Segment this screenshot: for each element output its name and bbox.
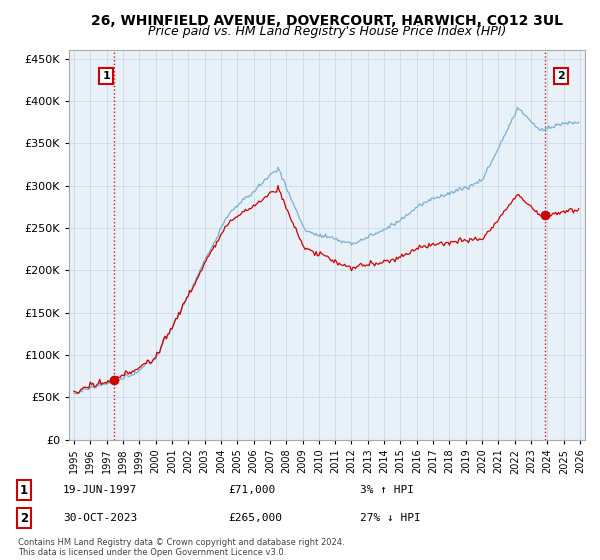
- Text: 3% ↑ HPI: 3% ↑ HPI: [360, 485, 414, 495]
- Text: £71,000: £71,000: [228, 485, 275, 495]
- Text: 19-JUN-1997: 19-JUN-1997: [63, 485, 137, 495]
- Text: 2: 2: [20, 511, 28, 525]
- Text: 2: 2: [557, 71, 565, 81]
- Text: 1: 1: [102, 71, 110, 81]
- Text: 1: 1: [20, 483, 28, 497]
- Text: 30-OCT-2023: 30-OCT-2023: [63, 513, 137, 523]
- Text: 27% ↓ HPI: 27% ↓ HPI: [360, 513, 421, 523]
- Text: 26, WHINFIELD AVENUE, DOVERCOURT, HARWICH, CO12 3UL: 26, WHINFIELD AVENUE, DOVERCOURT, HARWIC…: [91, 14, 563, 28]
- Text: £265,000: £265,000: [228, 513, 282, 523]
- Text: Price paid vs. HM Land Registry's House Price Index (HPI): Price paid vs. HM Land Registry's House …: [148, 25, 506, 38]
- Text: Contains HM Land Registry data © Crown copyright and database right 2024.
This d: Contains HM Land Registry data © Crown c…: [18, 538, 344, 557]
